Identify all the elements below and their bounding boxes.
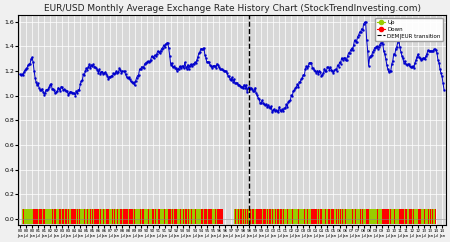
- Title: EUR/USD Monthly Average Exchange Rate History Chart (StockTrendInvesting.com): EUR/USD Monthly Average Exchange Rate Hi…: [44, 4, 420, 13]
- Legend: Up, Down, DEM|EUR transition: Up, Down, DEM|EUR transition: [375, 18, 443, 41]
